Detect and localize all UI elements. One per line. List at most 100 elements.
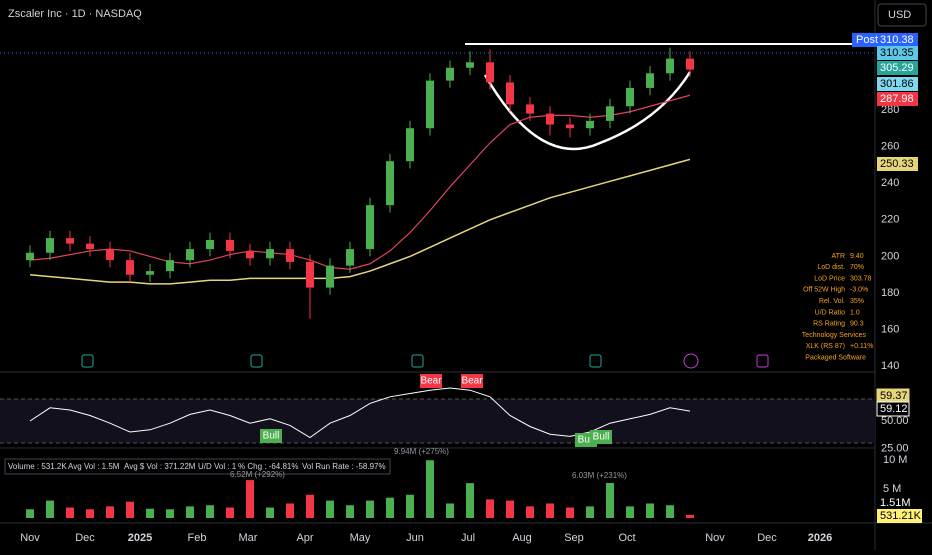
stat-label: XLK (RS 87) <box>806 343 845 350</box>
signal-label: Bull <box>263 431 280 442</box>
volume-bar <box>66 507 74 518</box>
y-tick-label: 280 <box>881 104 899 116</box>
candle-body <box>506 82 514 105</box>
candle-body <box>486 62 494 83</box>
y-tick-label: 160 <box>881 324 899 336</box>
candle-body <box>626 87 634 107</box>
volume-bar <box>406 494 414 518</box>
volume-bar <box>326 500 334 518</box>
volume-label-box <box>877 496 922 510</box>
candle-body <box>206 239 214 250</box>
candle-body <box>46 238 54 253</box>
x-tick-label: Oct <box>618 532 635 544</box>
ma-line <box>29 94 691 270</box>
x-tick-label: Apr <box>296 532 313 544</box>
price-label: 310.35 <box>880 47 914 59</box>
candle-body <box>686 58 694 70</box>
volume-bar <box>366 500 374 518</box>
volume-bar <box>146 508 154 518</box>
volume-bar <box>546 503 554 518</box>
candle-body <box>606 106 614 121</box>
x-tick-label: Aug <box>512 532 532 544</box>
price-label: 287.98 <box>880 93 914 105</box>
currency-button[interactable] <box>877 3 927 27</box>
signal-label: Bear <box>420 376 442 387</box>
signal-box <box>590 430 612 444</box>
volume-tick-label: 10 M <box>883 454 907 466</box>
candle-body <box>526 104 534 114</box>
stat-label: Rel. Vol. <box>819 298 845 305</box>
currency-label[interactable]: USD <box>888 9 911 21</box>
stat-label: U/D Ratio <box>815 309 845 316</box>
volume-bar <box>466 483 474 518</box>
candle-body <box>66 238 74 244</box>
x-tick-label: Dec <box>757 532 777 544</box>
x-tick-label: 2025 <box>128 532 152 544</box>
x-tick-label: Nov <box>20 532 40 544</box>
volume-bar <box>46 500 54 518</box>
candle-body <box>126 260 134 275</box>
candle-body <box>226 239 234 251</box>
volume-bar <box>166 509 174 518</box>
volume-legend-item: U/D Vol : 1 <box>198 462 237 471</box>
post-label: Post <box>856 34 878 46</box>
y-tick-label: 260 <box>881 140 899 152</box>
stat-label: Off 52W High <box>803 287 845 294</box>
candle-body <box>406 128 414 162</box>
signal-label: Bear <box>461 376 483 387</box>
volume-annotation: 9.94M (+275%) <box>394 447 449 456</box>
volume-bar <box>606 482 614 518</box>
volume-bar <box>266 507 274 518</box>
volume-legend-box <box>4 458 391 475</box>
volume-bar <box>186 506 194 518</box>
x-tick-label: Nov <box>705 532 725 544</box>
candle-body <box>146 271 154 275</box>
candle-body <box>106 249 114 261</box>
price-label-box <box>877 33 918 47</box>
stat-label: LoD Price <box>814 275 845 282</box>
stat-value: -3.0% <box>850 287 868 294</box>
candle-body <box>286 249 294 262</box>
volume-bar <box>526 506 534 518</box>
price-label-box <box>877 157 918 171</box>
x-tick-label: Jul <box>461 532 475 544</box>
earnings-icons <box>81 353 769 369</box>
candle-body <box>346 249 354 266</box>
price-label: 301.86 <box>880 78 914 90</box>
volume-bar <box>426 460 434 518</box>
stat-value: 70% <box>850 264 864 271</box>
price-label: 310.38 <box>880 34 914 46</box>
volume-label-box <box>877 509 922 523</box>
post-label-box <box>852 33 877 47</box>
rsi-label-box <box>876 401 910 417</box>
price-label-box <box>877 46 918 60</box>
x-tick-label: Dec <box>75 532 95 544</box>
stat-label: LoD dist. <box>817 264 845 271</box>
volume-bar <box>86 509 94 518</box>
signal-box <box>461 374 483 388</box>
candle-body <box>426 80 434 129</box>
candle-body <box>366 205 374 250</box>
volume-tick-label: 5 M <box>883 483 901 495</box>
stat-label: ATR <box>832 253 845 260</box>
price-label-box <box>877 77 918 91</box>
volume-label: 1.51M <box>880 497 911 509</box>
volume-bar <box>226 507 234 518</box>
volume-legend-item: Avg Vol : 1.5M <box>68 462 120 471</box>
y-tick-label: 200 <box>881 250 899 262</box>
candle-body <box>386 161 394 206</box>
stat-value: 9.40 <box>850 253 864 260</box>
volume-bar <box>346 505 354 518</box>
volume-annotation: 6.52M (+292%) <box>230 470 285 479</box>
volume-legend-item: Avg $ Vol : 371.22M <box>124 462 196 471</box>
candle-body <box>186 249 194 261</box>
stat-value: 35% <box>850 298 864 305</box>
volume-label: 531.21K <box>880 510 922 522</box>
volume-bar <box>26 509 34 518</box>
price-label: 250.33 <box>880 158 914 170</box>
price-label-box <box>877 61 918 75</box>
y-tick-label: 220 <box>881 214 899 226</box>
volume-bar <box>446 503 454 518</box>
y-tick-label: 140 <box>881 360 899 372</box>
